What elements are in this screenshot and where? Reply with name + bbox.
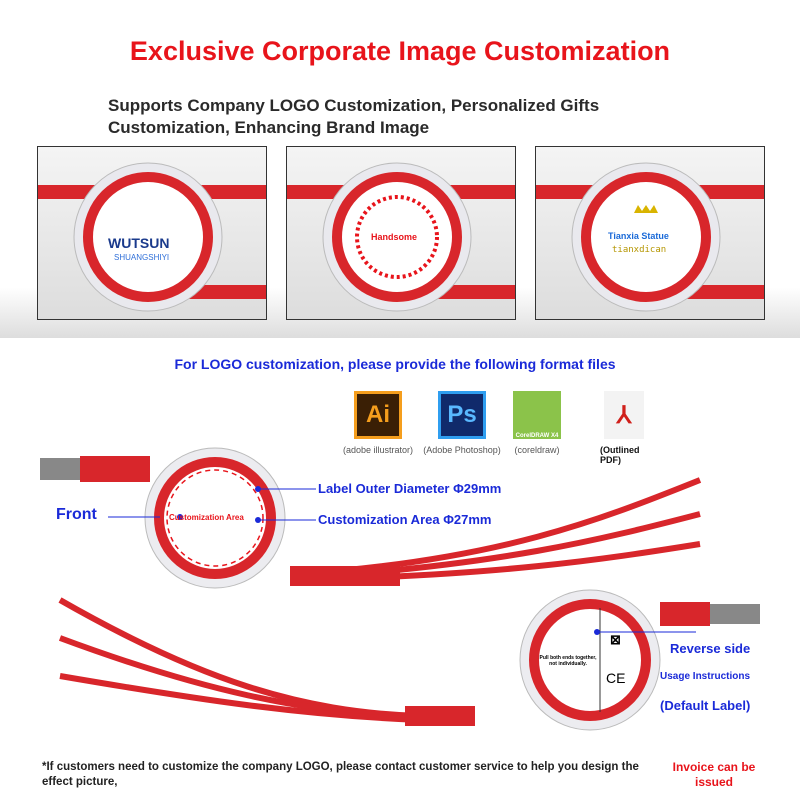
usage-instructions-label: Usage Instructions (660, 671, 751, 682)
page-title: Exclusive Corporate Image Customization (129, 36, 671, 66)
pdf-icon: ⅄ (604, 391, 644, 439)
front-label: Front (56, 506, 97, 523)
outer-diameter-label: Label Outer Diameter Φ29mm (318, 481, 502, 496)
format-cdr: CorelDRAW X4 (coreldraw) (512, 391, 562, 455)
format-ai: Ai (adobe illustrator) (338, 391, 418, 455)
cable-reel-image (536, 162, 764, 312)
format-label: (coreldraw) (514, 445, 560, 455)
logo-subtext: tianxdican (612, 245, 667, 255)
format-pdf: ⅄ (Outlined PDF) (600, 391, 650, 465)
logo-subtext: SHUANGSHIYI (114, 253, 170, 262)
default-label: (Default Label) (660, 698, 751, 713)
illustrator-icon: Ai (354, 391, 402, 439)
coreldraw-icon: CorelDRAW X4 (513, 391, 561, 439)
usage-instruction-text: Pull both ends together, not individuall… (539, 655, 597, 667)
crown-icon (634, 205, 658, 213)
sample-panel-2: Handsome (286, 146, 516, 320)
format-label: (Adobe Photoshop) (423, 445, 501, 455)
footer-note: *If customers need to customize the comp… (42, 761, 639, 788)
format-ps: Ps (Adobe Photoshop) (420, 391, 504, 455)
photoshop-icon: Ps (438, 391, 486, 439)
format-label: (Outlined PDF) (600, 445, 640, 465)
format-heading: For LOGO customization, please provide t… (174, 356, 616, 372)
subtitle: Supports Company LOGO Customization, Per… (108, 96, 600, 137)
logo-text: Handsome (371, 232, 418, 242)
recycle-icon: ⊠ (610, 632, 621, 647)
logo-text: Tianxia Statue (608, 231, 669, 241)
reverse-side-label: Reverse side (670, 641, 751, 656)
invoice-note: Invoice can be issued (672, 760, 756, 789)
cable-reel-image (38, 162, 266, 312)
sample-panel-1: WUTSUN SHUANGSHIYI (37, 146, 267, 320)
format-label: (adobe illustrator) (342, 445, 414, 455)
sample-panel-3: Tianxia Statue tianxdican (535, 146, 765, 320)
cable-reel-image (287, 162, 515, 312)
customization-area-center: Customization Area (169, 513, 244, 522)
logo-text: WUTSUN (108, 235, 170, 251)
customization-area-label: Customization Area Φ27mm (318, 512, 492, 527)
ce-mark-icon: CE (606, 670, 626, 686)
